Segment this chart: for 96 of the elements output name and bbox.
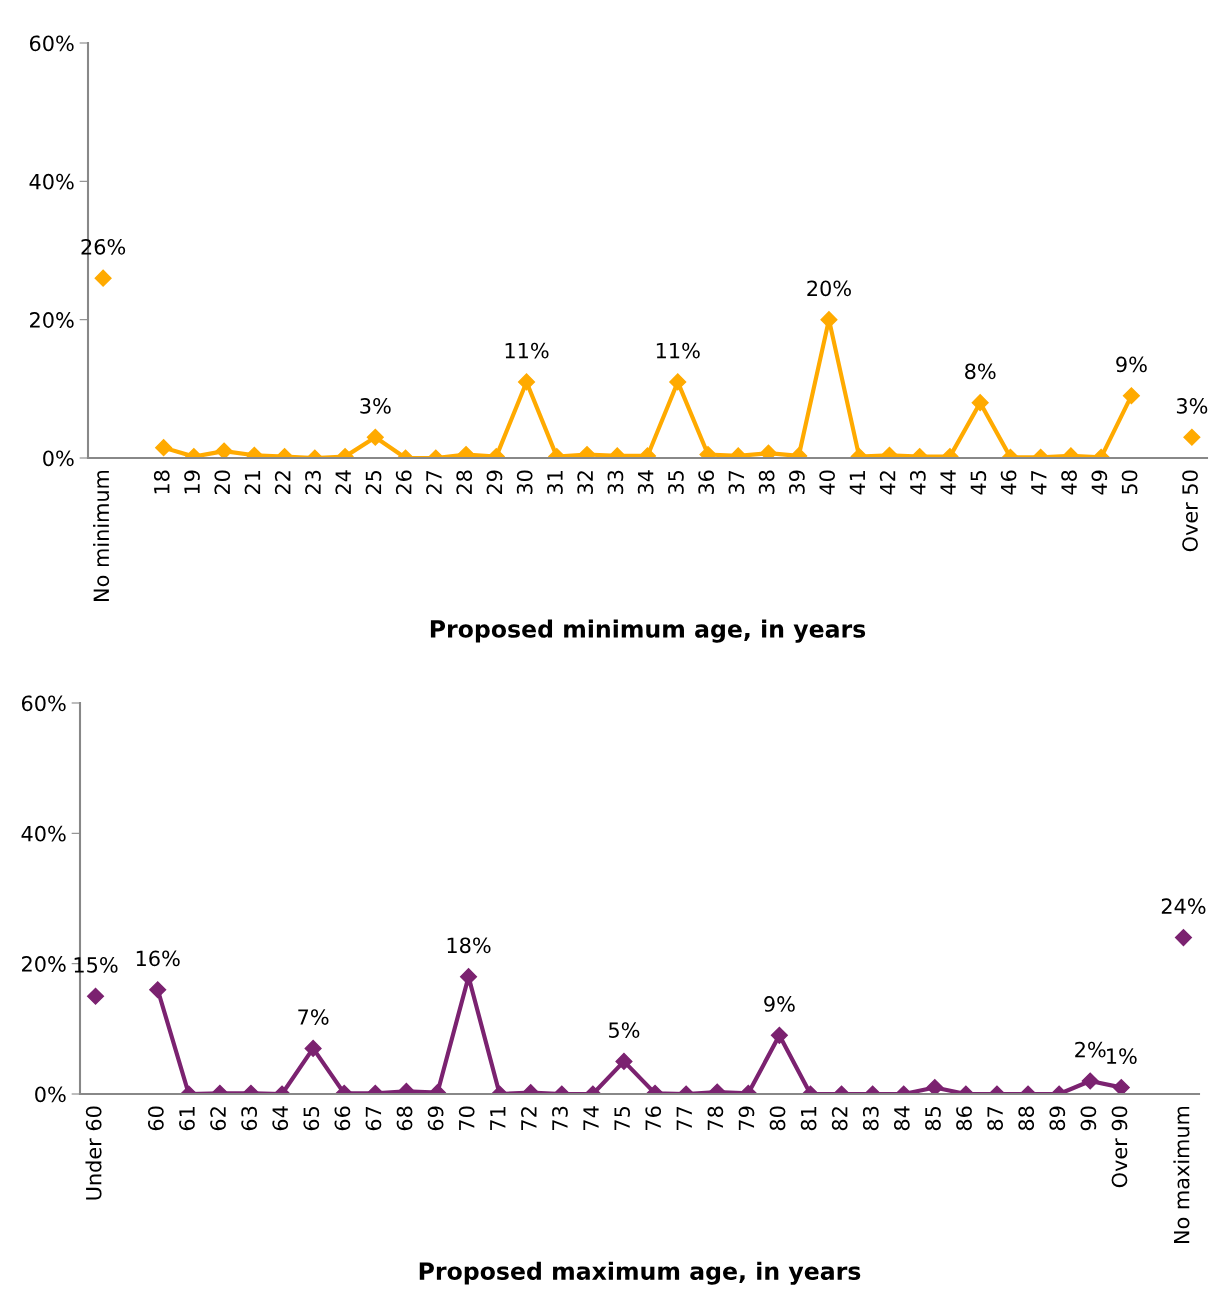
x-tick-label: 43 <box>909 470 926 495</box>
x-tick-label: 38 <box>758 470 775 495</box>
y-tick-label: 40% <box>21 825 66 842</box>
x-tick-label: 36 <box>698 470 715 495</box>
x-tick-label: 41 <box>849 471 865 495</box>
x-tick-label: 80 <box>769 1106 786 1131</box>
x-tick-label: 45 <box>970 470 987 495</box>
x-tick-label: 76 <box>645 1106 662 1130</box>
x-tick-label: 85 <box>925 1106 941 1131</box>
x-tick-label: 50 <box>1121 470 1138 495</box>
x-tick-label: 33 <box>607 470 624 495</box>
data-label: 9% <box>764 996 795 1012</box>
data-label: 20% <box>807 280 851 297</box>
x-tick-label: 19 <box>184 470 200 494</box>
x-tick-label: 72 <box>520 1107 537 1130</box>
x-tick-label: 74 <box>583 1106 599 1130</box>
x-tick-label: 87 <box>987 1106 1003 1131</box>
x-tick-label: No minimum <box>93 470 110 601</box>
data-label: 15% <box>74 957 118 973</box>
x-tick-label: 68 <box>396 1106 413 1131</box>
x-tick-label: 64 <box>272 1106 289 1131</box>
data-label: 9% <box>1116 356 1147 373</box>
x-tick-label: 46 <box>1000 470 1017 495</box>
x-tick-label: 71 <box>490 1107 506 1130</box>
x-tick-label: 32 <box>577 471 594 495</box>
x-tick-label: 78 <box>707 1106 724 1130</box>
data-label: 3% <box>360 398 391 414</box>
x-tick-label: 86 <box>956 1106 972 1131</box>
data-label: 5% <box>609 1022 640 1038</box>
y-tick-label: 0% <box>35 1086 66 1103</box>
data-label: 2% <box>1075 1041 1106 1058</box>
x-tick-label: 42 <box>879 471 896 495</box>
x-tick-label: 18 <box>153 470 170 494</box>
x-tick-label: 21 <box>244 471 261 495</box>
x-tick-label: 67 <box>365 1106 382 1131</box>
x-tick-label: 48 <box>1061 470 1077 495</box>
x-tick-label: 77 <box>676 1106 692 1130</box>
x-tick-label: 24 <box>335 470 351 495</box>
data-label: 7% <box>298 1009 329 1025</box>
data-label: 8% <box>965 363 996 380</box>
y-tick-label: 20% <box>30 312 74 328</box>
x-tick-label: Over 90 <box>1111 1106 1128 1188</box>
x-tick-label: 30 <box>516 470 533 495</box>
x-tick-label: 40 <box>819 470 835 495</box>
x-tick-label: 39 <box>789 470 805 495</box>
data-label: 3% <box>1176 398 1208 414</box>
data-label: 1% <box>1107 1048 1137 1064</box>
y-tick-label: 40% <box>29 173 74 190</box>
x-tick-label: 35 <box>668 470 684 495</box>
x-axis-title: Proposed maximum age, in years <box>419 1261 861 1285</box>
x-tick-label: 83 <box>862 1106 879 1131</box>
x-tick-label: 79 <box>738 1106 755 1130</box>
x-tick-label: 70 <box>458 1106 475 1130</box>
x-tick-label: 65 <box>303 1106 320 1131</box>
data-label: 18% <box>447 937 491 954</box>
x-tick-label: 61 <box>179 1107 195 1131</box>
x-tick-label: 27 <box>426 470 442 495</box>
x-tick-label: No maximum <box>1173 1106 1190 1243</box>
x-tick-label: 20 <box>214 470 231 495</box>
x-tick-label: 49 <box>1091 470 1108 495</box>
x-tick-label: 73 <box>552 1106 568 1130</box>
x-tick-label: 75 <box>614 1106 630 1130</box>
y-tick-label: 60% <box>21 695 66 712</box>
data-label: 16% <box>136 950 180 967</box>
x-tick-label: 63 <box>241 1106 257 1131</box>
x-tick-label: 34 <box>637 470 654 495</box>
x-tick-label: 81 <box>800 1107 817 1131</box>
x-tick-label: 25 <box>365 470 382 495</box>
y-tick-label: 0% <box>43 450 74 467</box>
data-label: 11% <box>505 342 549 359</box>
x-tick-label: 90 <box>1080 1106 1097 1131</box>
y-tick-label: 60% <box>29 35 74 52</box>
x-tick-label: 22 <box>274 471 291 495</box>
x-tick-label: 29 <box>486 470 503 495</box>
x-tick-label: 84 <box>893 1106 910 1131</box>
data-label: 11% <box>656 342 700 359</box>
x-tick-label: 66 <box>334 1106 351 1131</box>
data-label: 24% <box>1161 898 1206 915</box>
x-tick-label: 47 <box>1031 470 1047 495</box>
x-tick-label: 69 <box>427 1106 444 1131</box>
x-tick-label: 37 <box>728 470 745 495</box>
x-tick-label: 88 <box>1018 1106 1035 1131</box>
x-tick-label: 28 <box>456 470 473 495</box>
data-label: 26% <box>81 238 126 255</box>
y-tick-label: 20% <box>22 956 66 972</box>
x-tick-label: 60 <box>147 1106 164 1131</box>
x-tick-label: 89 <box>1049 1106 1066 1131</box>
x-tick-label: 62 <box>210 1107 226 1131</box>
x-tick-label: 82 <box>831 1107 848 1131</box>
x-tick-label: Under 60 <box>85 1106 102 1200</box>
x-axis-title: Proposed minimum age, in years <box>430 619 866 643</box>
x-tick-label: 31 <box>547 471 563 495</box>
x-tick-label: 26 <box>395 470 412 495</box>
x-tick-label: 44 <box>940 470 956 495</box>
x-tick-label: 23 <box>305 470 321 495</box>
x-tick-label: Over 50 <box>1182 470 1198 552</box>
